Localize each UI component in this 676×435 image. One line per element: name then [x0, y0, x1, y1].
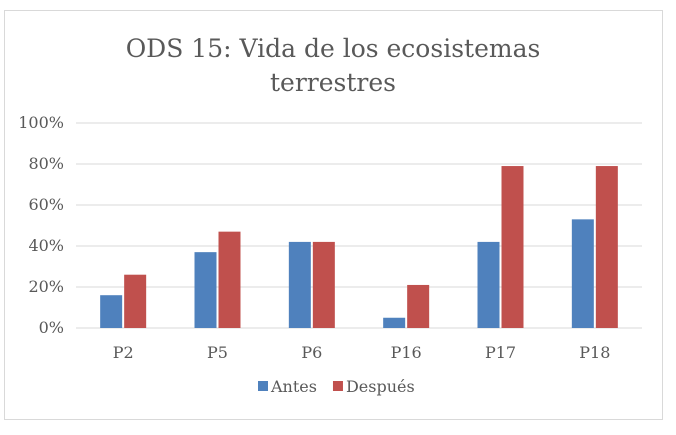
x-tick-label: P16	[391, 343, 422, 362]
x-tick-label: P18	[579, 343, 610, 362]
bar-despus-p17	[501, 166, 524, 328]
bar-antes-p5	[194, 252, 217, 328]
bar-despus-p5	[218, 231, 241, 328]
chart-title-line-1: ODS 15: Vida de los ecosistemas	[126, 34, 541, 63]
chart-frame	[4, 10, 663, 420]
bar-despus-p18	[595, 166, 618, 328]
y-tick-label: 60%	[28, 195, 64, 214]
chart-title-line-2: terrestres	[270, 68, 396, 97]
y-axis-ticks: 0% 20% 40% 60% 80% 100%	[18, 113, 64, 337]
x-tick-label: P17	[485, 343, 516, 362]
y-tick-label: 40%	[28, 236, 64, 255]
y-tick-label: 80%	[28, 154, 64, 173]
bar-antes-p18	[571, 219, 594, 328]
x-tick-label: P2	[113, 343, 134, 362]
x-axis-ticks: P2 P5 P6 P16 P17 P18	[113, 343, 611, 362]
bar-despus-p16	[407, 284, 430, 328]
legend-swatch	[258, 381, 268, 391]
legend: Antes Después	[258, 377, 415, 396]
bars	[100, 166, 618, 328]
legend-swatch	[332, 381, 343, 391]
y-tick-label: 100%	[18, 113, 64, 132]
x-tick-label: P5	[207, 343, 228, 362]
bar-despus-p2	[124, 274, 147, 328]
legend-label: Antes	[270, 377, 317, 396]
y-tick-label: 0%	[39, 318, 64, 337]
x-tick-label: P6	[301, 343, 322, 362]
bar-despus-p6	[312, 241, 335, 328]
bar-antes-p2	[100, 295, 123, 328]
bar-antes-p6	[288, 241, 311, 328]
gridlines	[76, 122, 642, 329]
y-tick-label: 20%	[28, 277, 64, 296]
bar-antes-p17	[477, 241, 500, 328]
legend-label: Después	[346, 377, 415, 396]
bar-antes-p16	[383, 317, 406, 328]
